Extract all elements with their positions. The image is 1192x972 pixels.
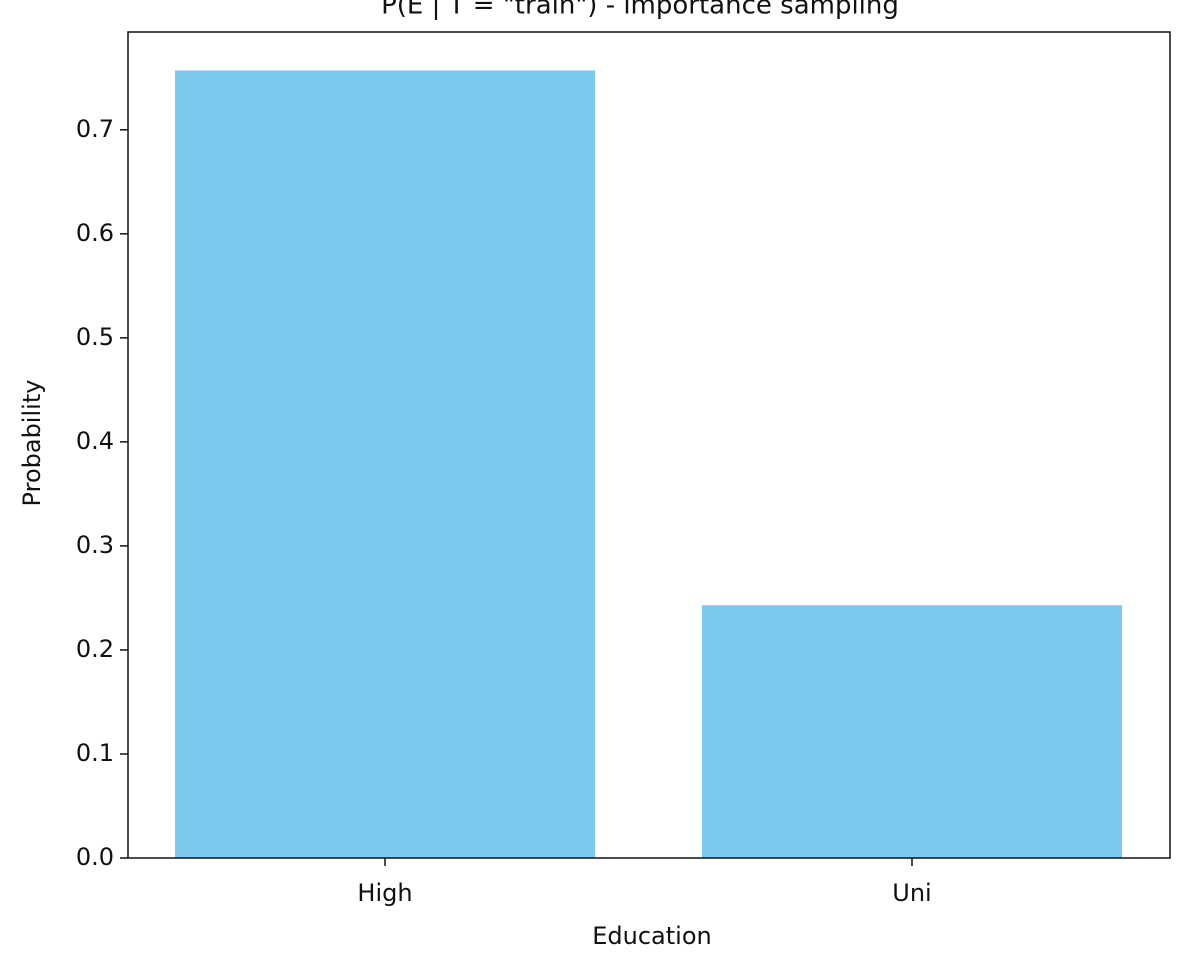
bar <box>175 70 595 858</box>
y-tick-label: 0.6 <box>76 219 114 247</box>
y-axis-label: Probability <box>18 380 46 507</box>
bar <box>702 605 1122 858</box>
y-tick-label: 0.4 <box>76 427 114 455</box>
y-tick-label: 0.0 <box>76 843 114 871</box>
y-tick-label: 0.3 <box>76 531 114 559</box>
x-axis-label: Education <box>592 922 711 950</box>
y-tick-label: 0.7 <box>76 115 114 143</box>
y-tick-label: 0.1 <box>76 739 114 767</box>
y-tick-label: 0.2 <box>76 635 114 663</box>
x-tick-label: Uni <box>892 879 931 907</box>
x-tick-label: High <box>357 879 412 907</box>
chart-title: P(E | T = "train") - importance sampling <box>381 0 899 21</box>
y-tick-label: 0.5 <box>76 323 114 351</box>
plot-frame <box>127 31 1171 859</box>
